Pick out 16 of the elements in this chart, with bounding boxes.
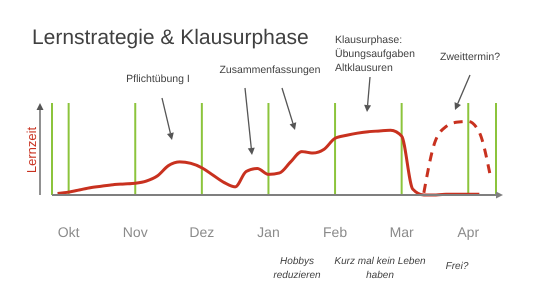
text: Frei?	[446, 261, 469, 272]
x-tick-label: Jan	[257, 224, 280, 240]
text: Kurz mal kein Leben haben	[334, 256, 426, 281]
text: Pflichtübung I	[126, 73, 190, 85]
x-tick-label: Apr	[457, 224, 480, 240]
text: Zweittermin?	[440, 51, 500, 63]
text: Hobbys reduzieren	[273, 256, 322, 281]
x-tick-label: Feb	[322, 224, 348, 240]
x-tick-label: Nov	[122, 224, 148, 240]
y-axis-title: Lernzeit	[24, 126, 39, 174]
x-tick-label: Mar	[390, 224, 414, 240]
x-tick-label: Okt	[58, 224, 80, 240]
chart-title: Lernstrategie & Klausurphase	[32, 26, 309, 49]
text: Klausurphase: Übungsaufgaben Altklausuren	[335, 34, 416, 74]
x-tick-label: Dez	[189, 224, 214, 240]
text: Zusammenfassungen	[220, 64, 321, 76]
